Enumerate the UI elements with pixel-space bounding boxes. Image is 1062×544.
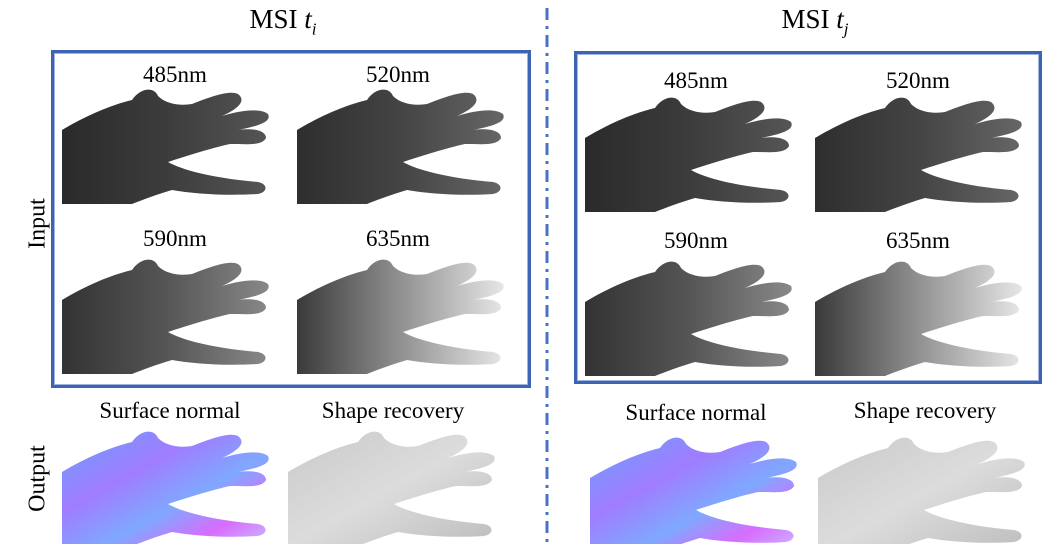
shape-recovery-label: Shape recovery — [853, 398, 997, 423]
hand-image-520nm — [815, 97, 1022, 212]
left-wavelength-label: 485nm — [143, 62, 207, 87]
surface-normal-label: Surface normal — [99, 398, 241, 423]
hand-image-590nm — [585, 261, 792, 376]
surface-normal-label: Surface normal — [625, 400, 767, 425]
hand-image-635nm — [815, 261, 1022, 376]
panel-divider — [545, 8, 549, 544]
output-row-label: Output — [24, 445, 51, 512]
left-wavelength-label: 635nm — [366, 226, 430, 251]
hand-image-635nm — [297, 259, 504, 374]
shape-recovery-image — [288, 431, 495, 544]
right-wavelength-label: 635nm — [886, 228, 950, 253]
right-panel-title: MSI tj — [781, 4, 849, 39]
input-row-label: Input — [24, 198, 51, 249]
left-input-frame — [51, 50, 531, 388]
shape-recovery-label: Shape recovery — [321, 398, 465, 423]
right-wavelength-label: 520nm — [886, 68, 950, 93]
hand-image-590nm — [62, 259, 269, 374]
left-wavelength-label: 520nm — [366, 62, 430, 87]
right-wavelength-label: 590nm — [664, 228, 728, 253]
left-wavelength-label: 590nm — [143, 226, 207, 251]
hand-image-485nm — [62, 89, 269, 204]
left-panel-title: MSI ti — [249, 4, 317, 39]
right-input-frame — [574, 51, 1042, 384]
hand-image-485nm — [585, 97, 792, 212]
right-wavelength-label: 485nm — [664, 68, 728, 93]
surface-normal-image — [590, 437, 797, 544]
hand-image-520nm — [297, 89, 504, 204]
shape-recovery-image — [818, 437, 1025, 544]
surface-normal-image — [62, 431, 269, 544]
